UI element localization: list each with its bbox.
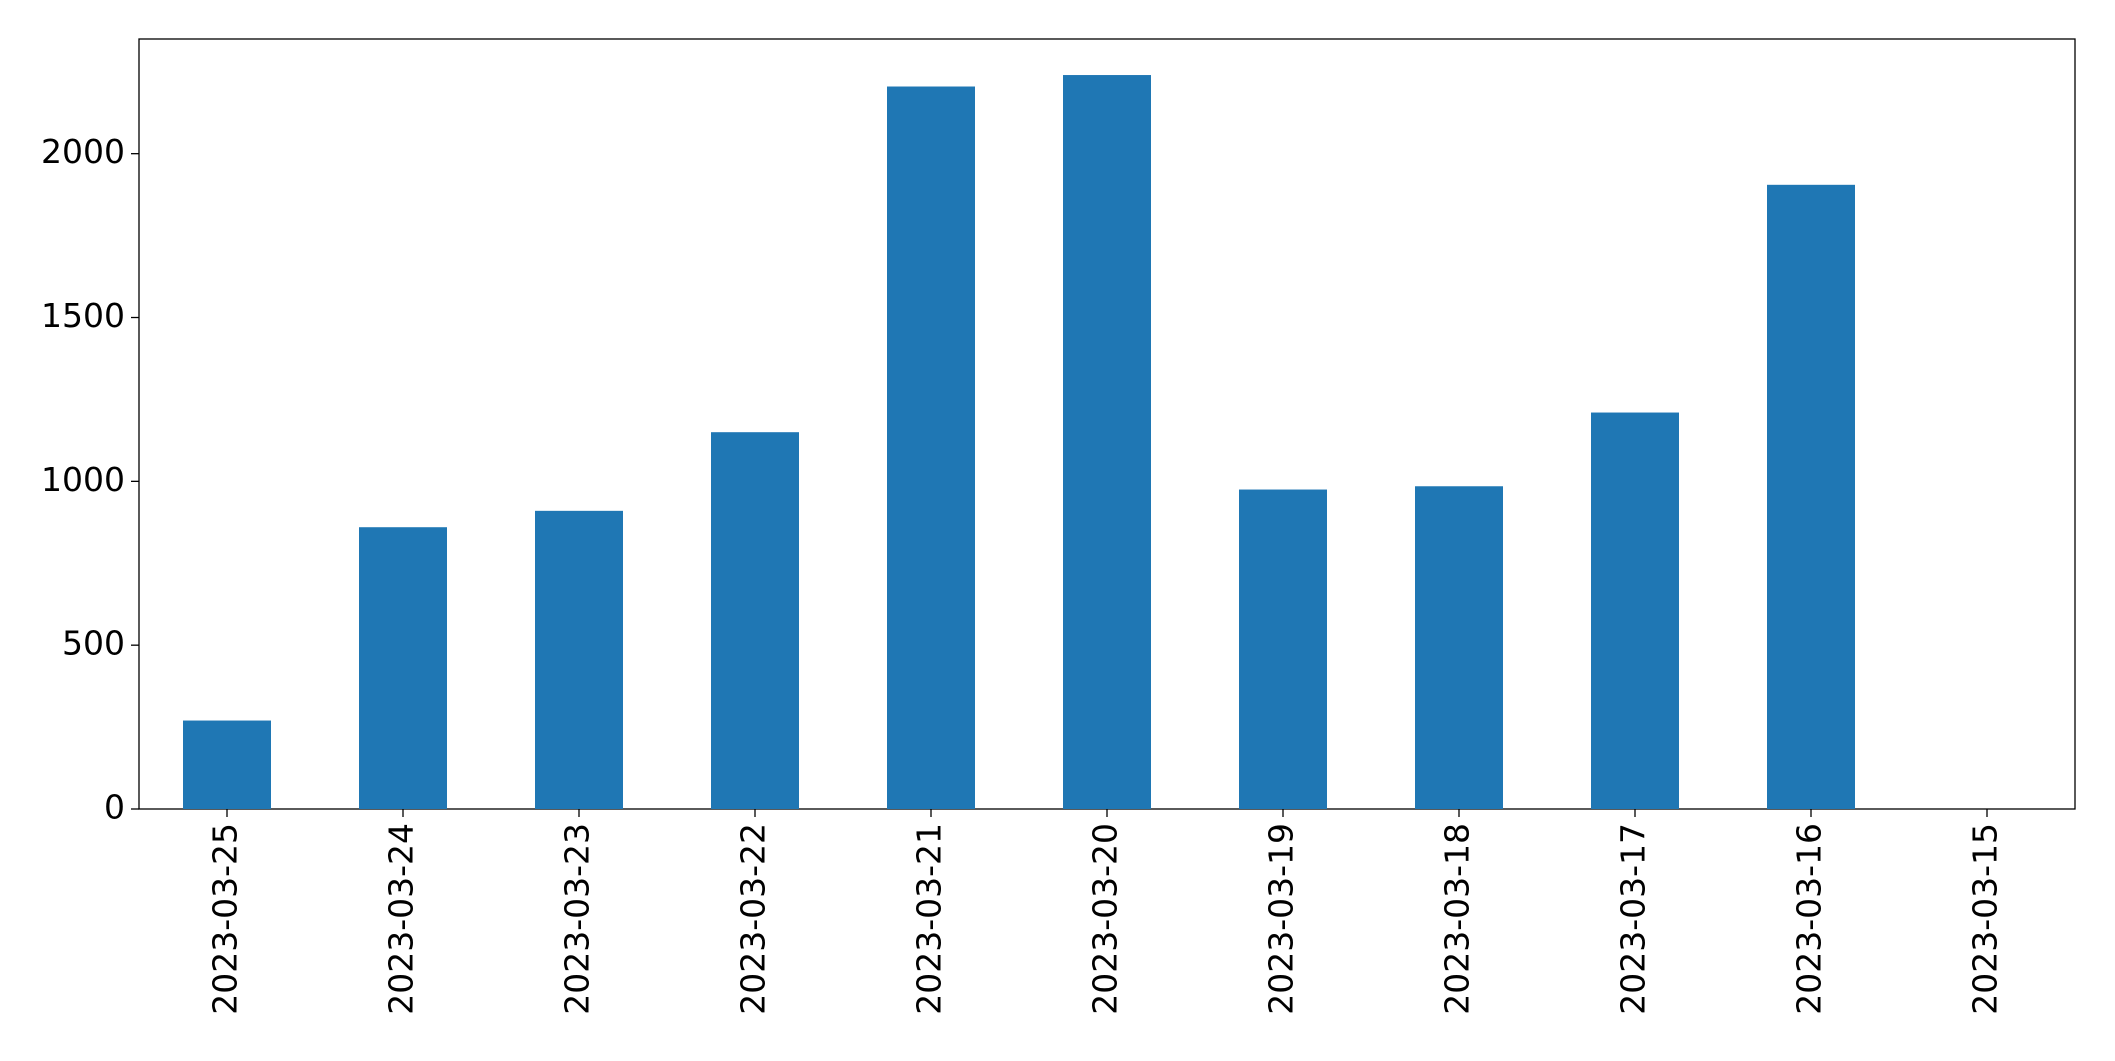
bar [1415,486,1503,809]
x-tick-label: 2023-03-22 [734,823,773,1015]
x-tick-label: 2023-03-20 [1086,823,1125,1015]
x-tick-label: 2023-03-18 [1438,823,1477,1015]
x-tick-label: 2023-03-24 [382,823,421,1015]
x-tick-label: 2023-03-23 [558,823,597,1015]
y-tick-label: 2000 [41,132,125,171]
bar [887,86,975,810]
x-tick-label: 2023-03-25 [206,823,245,1015]
x-tick-label: 2023-03-16 [1790,823,1829,1015]
y-tick-label: 1000 [41,460,125,499]
x-tick-label: 2023-03-15 [1966,823,2005,1015]
bar [711,432,799,809]
bar [1063,75,1151,810]
bar [535,510,623,809]
x-tick-label: 2023-03-21 [910,823,949,1015]
bar [1767,184,1855,809]
x-tick-label: 2023-03-19 [1262,823,1301,1015]
bar [1591,412,1679,809]
y-tick-label: 500 [62,624,125,663]
x-tick-label: 2023-03-17 [1614,823,1653,1015]
y-tick-label: 0 [104,788,125,827]
bar [183,720,271,809]
bar [1239,489,1327,809]
y-tick-label: 1500 [41,296,125,335]
bar [359,527,447,809]
